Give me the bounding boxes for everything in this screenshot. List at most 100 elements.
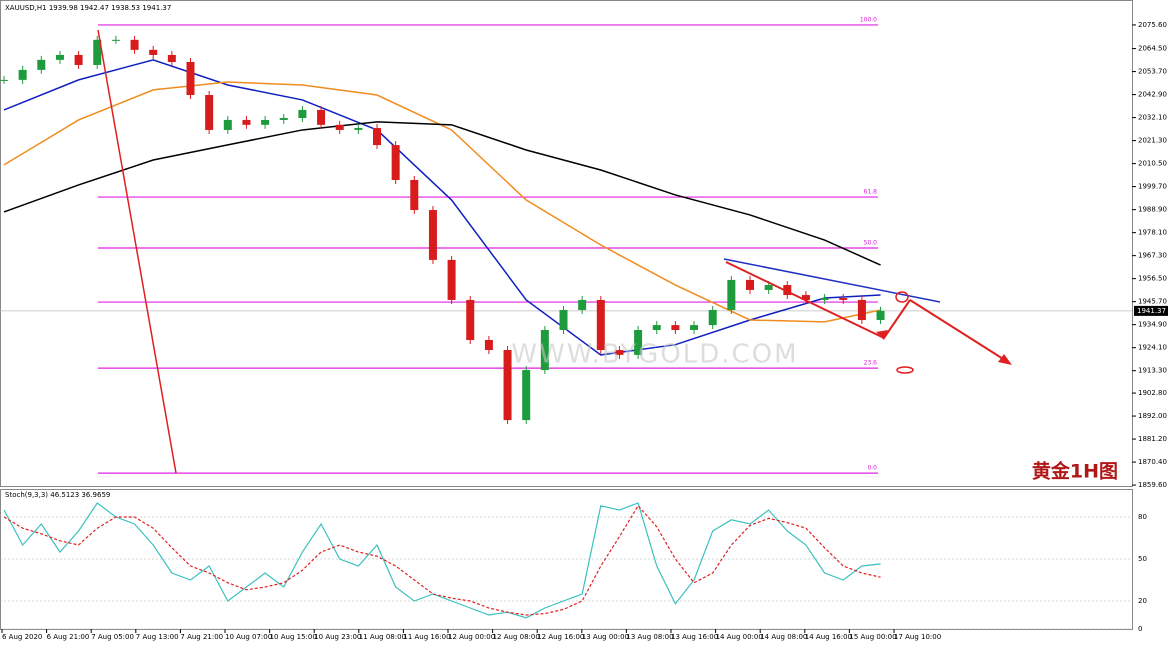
x-tick-label: 13 Aug 08:00 xyxy=(626,633,673,641)
candle xyxy=(93,39,102,65)
candle xyxy=(298,109,307,119)
candle xyxy=(839,298,848,300)
candle xyxy=(634,329,643,355)
watermark: WWW.BYGOLD.COM xyxy=(511,340,798,370)
last-price-label: 1941.37 xyxy=(1137,307,1166,315)
arrow-path xyxy=(909,299,1009,363)
y-tick-label: 1956.50 xyxy=(1138,275,1167,283)
fib-anchor-line xyxy=(97,29,177,474)
x-tick-label: 17 Aug 10:00 xyxy=(894,633,941,641)
candle xyxy=(615,350,624,355)
moving-average xyxy=(3,81,881,323)
annotation-label: 黄金1H图 xyxy=(1032,460,1118,483)
last-price-box xyxy=(1134,305,1168,316)
x-tick-label: 11 Aug 16:00 xyxy=(403,633,450,641)
stoch-tick-label: 20 xyxy=(1138,597,1147,605)
x-tick-label: 10 Aug 07:00 xyxy=(225,633,272,641)
fib-label: 61.8 xyxy=(864,189,878,196)
y-tick-label: 1881.20 xyxy=(1138,435,1167,443)
candle xyxy=(484,340,493,351)
x-tick-label: 7 Aug 05:00 xyxy=(91,633,134,641)
x-tick-label: 11 Aug 08:00 xyxy=(359,633,406,641)
y-tick-label: 1999.70 xyxy=(1138,183,1167,191)
x-tick-label: 7 Aug 13:00 xyxy=(136,633,179,641)
chart-title: XAUUSD,H1 1939.98 1942.47 1938.53 1941.3… xyxy=(5,4,171,12)
candle xyxy=(335,124,344,130)
candle xyxy=(857,299,866,320)
x-tick-label: 12 Aug 08:00 xyxy=(493,633,540,641)
trend-line xyxy=(723,258,941,303)
stoch-main xyxy=(3,502,881,619)
candle xyxy=(74,54,83,65)
x-tick-label: 14 Aug 00:00 xyxy=(716,633,763,641)
candle xyxy=(801,295,810,300)
x-tick-label: 14 Aug 16:00 xyxy=(805,633,852,641)
x-tick-label: 6 Aug 21:00 xyxy=(47,633,90,641)
y-tick-label: 2064.50 xyxy=(1138,45,1167,53)
candle xyxy=(559,309,568,330)
stoch-panel xyxy=(0,489,1133,630)
candle xyxy=(596,299,605,351)
candle xyxy=(727,279,736,310)
candle xyxy=(186,61,195,96)
candle xyxy=(540,329,549,371)
candle xyxy=(652,325,661,330)
x-tick-label: 15 Aug 00:00 xyxy=(849,633,896,641)
y-tick-label: 1892.00 xyxy=(1138,412,1167,420)
stoch-tick-label: 80 xyxy=(1138,513,1147,521)
y-tick-label: 1988.90 xyxy=(1138,206,1167,214)
arrow-head xyxy=(876,330,888,340)
fib-label: 100.0 xyxy=(860,16,877,23)
candle xyxy=(764,285,773,290)
candle xyxy=(783,285,792,296)
arrow-head xyxy=(998,354,1012,365)
candle xyxy=(708,309,717,326)
candle xyxy=(522,370,531,421)
candle xyxy=(391,145,400,181)
y-tick-label: 1967.30 xyxy=(1138,252,1167,260)
candle xyxy=(55,54,64,60)
y-tick-label: 1902.80 xyxy=(1138,389,1167,397)
y-tick-label: 1859.60 xyxy=(1138,481,1167,489)
candle xyxy=(428,210,437,260)
candle xyxy=(410,180,419,211)
candle xyxy=(354,128,363,130)
main-panel xyxy=(0,0,1133,487)
x-tick-label: 6 Aug 2020 xyxy=(2,633,42,641)
candle xyxy=(578,299,587,310)
x-tick-label: 10 Aug 15:00 xyxy=(270,633,317,641)
y-tick-label: 2053.70 xyxy=(1138,68,1167,76)
y-tick-label: 2021.30 xyxy=(1138,137,1167,145)
candle xyxy=(690,325,699,330)
candle xyxy=(820,298,829,300)
candle xyxy=(447,259,456,300)
candle xyxy=(503,350,512,421)
circle-marker xyxy=(896,366,914,374)
fib-label: 50.0 xyxy=(864,239,878,246)
marks: 2075.60 2064.50 2053.70 2042.90 2032.10 2021.… xyxy=(0,16,1168,641)
candle xyxy=(205,95,214,130)
stoch-tick-label: 50 xyxy=(1138,555,1147,563)
fib-label: 0.0 xyxy=(867,465,877,472)
x-tick-label: 13 Aug 16:00 xyxy=(671,633,718,641)
candle xyxy=(242,119,251,125)
candle xyxy=(149,49,158,55)
x-tick-label: 10 Aug 23:00 xyxy=(314,633,361,641)
candle xyxy=(746,279,754,290)
candle xyxy=(317,109,326,125)
circle-marker xyxy=(895,291,909,303)
candle xyxy=(373,128,381,146)
candle xyxy=(466,299,475,341)
candle xyxy=(18,69,27,80)
candle xyxy=(130,39,139,50)
y-tick-label: 2042.90 xyxy=(1138,91,1167,99)
y-tick-label: 1934.90 xyxy=(1138,321,1167,329)
y-tick-label: 1978.10 xyxy=(1138,229,1167,237)
y-tick-label: 1945.70 xyxy=(1138,298,1167,306)
x-tick-label: 12 Aug 00:00 xyxy=(448,633,495,641)
y-tick-label: 2075.60 xyxy=(1138,21,1167,29)
candle xyxy=(279,118,288,120)
stoch-tick-label: 0 xyxy=(1138,625,1142,633)
candle xyxy=(167,54,176,62)
